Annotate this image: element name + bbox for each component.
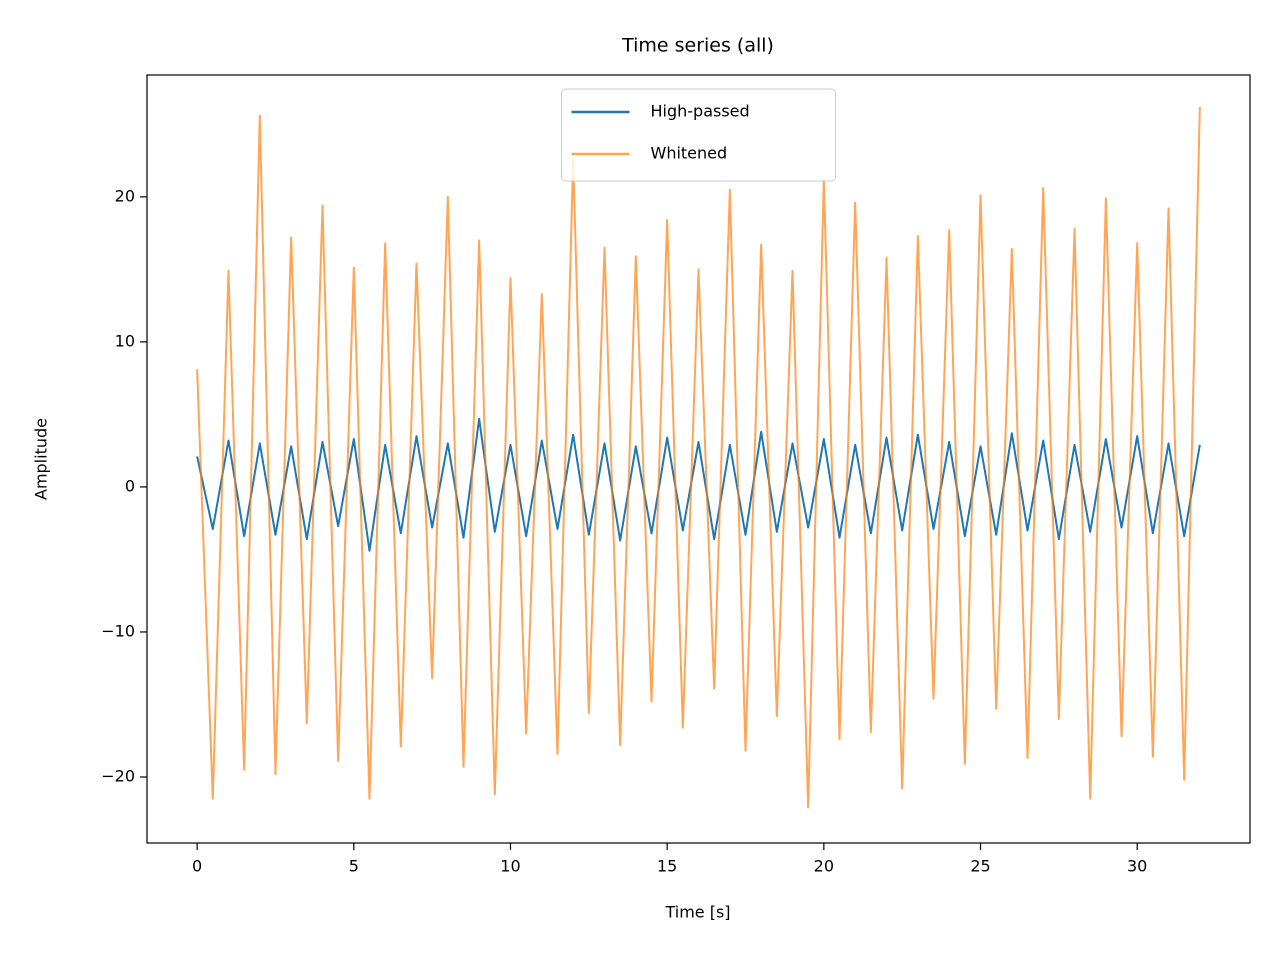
x-axis-label: Time [s]: [664, 903, 730, 922]
y-tick-label: −10: [101, 621, 135, 640]
x-tick-label: 15: [657, 857, 677, 876]
x-tick-label: 30: [1127, 857, 1147, 876]
y-axis-label: Amplitude: [32, 418, 51, 500]
x-tick-label: 0: [192, 857, 202, 876]
chart-title: Time series (all): [621, 35, 774, 57]
legend-box: [561, 88, 836, 182]
y-tick-label: −20: [101, 767, 135, 786]
x-tick-label: 5: [349, 857, 359, 876]
series-line: [196, 106, 1201, 809]
legend: High-passed Whitened: [561, 88, 836, 182]
y-tick-label: 10: [115, 331, 135, 350]
x-tick-label: 20: [814, 857, 834, 876]
x-tick-label: 25: [970, 857, 990, 876]
series-line: [196, 417, 1201, 552]
legend-label: High-passed: [651, 102, 750, 121]
legend-label: Whitened: [651, 144, 728, 163]
y-tick-label: 0: [125, 476, 135, 495]
plot-frame: [146, 74, 1251, 844]
y-tick-label: 20: [115, 186, 135, 205]
x-tick-label: 10: [500, 857, 520, 876]
